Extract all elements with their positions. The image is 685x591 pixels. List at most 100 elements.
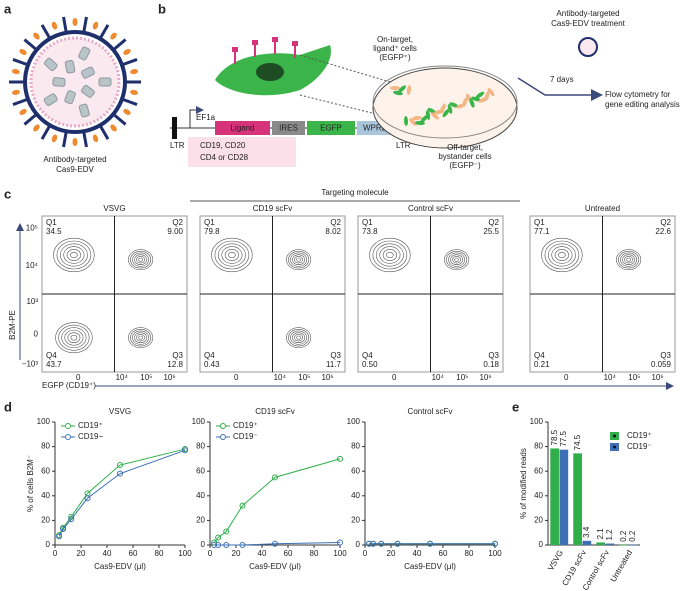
- data-point: [378, 540, 385, 547]
- quadrant-name: Q2: [488, 218, 499, 227]
- contour: [138, 257, 143, 262]
- data-point: [394, 540, 401, 547]
- contour: [375, 243, 404, 267]
- y-tick-label: 40: [351, 491, 360, 500]
- construct-box: [272, 121, 305, 135]
- y-tick-label: 80: [534, 442, 543, 451]
- y-tick-label: 100: [347, 417, 361, 426]
- bar: [550, 448, 559, 545]
- data-point: [68, 516, 75, 523]
- panel-label: b: [158, 1, 166, 16]
- y-tick-label: −10³: [22, 359, 39, 368]
- ligand-text: CD19, CD20: [200, 141, 246, 150]
- chart-title: VSVG: [109, 407, 131, 416]
- contour: [444, 249, 470, 271]
- quadrant-value: 0.21: [534, 360, 550, 369]
- contour: [130, 250, 152, 269]
- spike: [82, 16, 88, 34]
- caption: Antibody-targeted: [43, 155, 106, 164]
- x-tick-label: 100: [333, 549, 347, 558]
- x-tick-label: 10⁵: [298, 373, 310, 382]
- cas9: [78, 46, 91, 61]
- quadrant-value: 77.1: [534, 227, 550, 236]
- y-tick-label: 10³: [26, 297, 38, 306]
- chart-title: CD19 scFv: [255, 407, 295, 416]
- data-point: [211, 542, 218, 548]
- series-line: [58, 448, 186, 536]
- bar: [619, 544, 628, 546]
- antibody: [33, 32, 40, 40]
- contour: [128, 327, 154, 349]
- data-point: [239, 542, 246, 548]
- x-tick-label: 10⁴: [432, 373, 445, 382]
- spike: [12, 58, 29, 67]
- data-point: [337, 539, 343, 546]
- spike: [23, 38, 38, 52]
- contour: [554, 249, 570, 261]
- zoom: [299, 54, 401, 86]
- data-point: [223, 542, 230, 548]
- x-tick-label: 40: [258, 549, 267, 558]
- element-label: EF1a: [196, 113, 216, 122]
- y-tick-label: 80: [196, 442, 205, 451]
- x-tick-label: 20: [387, 549, 396, 558]
- cas9: [78, 103, 90, 118]
- contour: [214, 240, 250, 270]
- dish-cell: [412, 115, 422, 121]
- contour: [134, 332, 148, 344]
- contour: [618, 250, 640, 269]
- contour: [290, 252, 308, 267]
- x-tick-label: 80: [155, 549, 164, 558]
- contour: [294, 334, 303, 342]
- contour: [53, 237, 95, 273]
- dish-cell: [475, 91, 485, 99]
- ligand-head: [232, 47, 238, 52]
- quadrant-name: Q4: [204, 351, 215, 360]
- contour: [132, 330, 150, 345]
- data-point: [117, 462, 123, 469]
- x-tick-label: 60: [284, 549, 293, 558]
- legend-label: CD19−: [78, 432, 103, 441]
- antibody: [11, 89, 20, 95]
- contour: [64, 329, 84, 346]
- series-line: [214, 542, 341, 546]
- y-tick-label: 10⁵: [26, 224, 38, 233]
- element-label: WPRE: [363, 124, 387, 133]
- axis-label: EGFP (CD19⁺): [42, 381, 96, 390]
- x-tick-label: 80: [310, 549, 319, 558]
- y-tick-label: 0: [201, 540, 206, 549]
- x-tick-label: 60: [129, 549, 138, 558]
- x-tick-label: 10⁶: [321, 373, 333, 382]
- quadrant-name: Q3: [660, 351, 671, 360]
- legend-marker: [220, 434, 226, 440]
- construct-box: [215, 121, 270, 135]
- data-point: [84, 495, 91, 502]
- nucleus: [256, 63, 284, 81]
- dish-cell: [398, 85, 406, 93]
- value-label: 77.5: [559, 431, 568, 447]
- data-point: [366, 540, 373, 547]
- cell-note: Off-target,: [447, 143, 483, 152]
- quadrant-value: 0.18: [483, 360, 499, 369]
- contour: [379, 246, 401, 264]
- y-tick-label: 0: [46, 540, 51, 549]
- antibody: [19, 109, 27, 115]
- contour: [369, 237, 411, 273]
- quadrant-name: Q2: [172, 218, 183, 227]
- series-line: [213, 458, 341, 543]
- antibody: [123, 109, 131, 115]
- group-title: Targeting molecule: [321, 188, 389, 197]
- contour: [56, 240, 92, 270]
- spike: [62, 130, 68, 148]
- dish-cell: [487, 87, 495, 97]
- contour: [286, 249, 312, 271]
- legend-dot: [613, 434, 616, 438]
- contour: [292, 254, 306, 266]
- legend-label: CD19⁺: [78, 421, 103, 430]
- spike: [82, 130, 88, 148]
- panel-label: a: [4, 1, 12, 16]
- bar: [605, 543, 615, 545]
- quadrant-value: 25.5: [483, 227, 499, 236]
- readout: gene editing analysis: [605, 100, 680, 109]
- antibody: [33, 124, 40, 132]
